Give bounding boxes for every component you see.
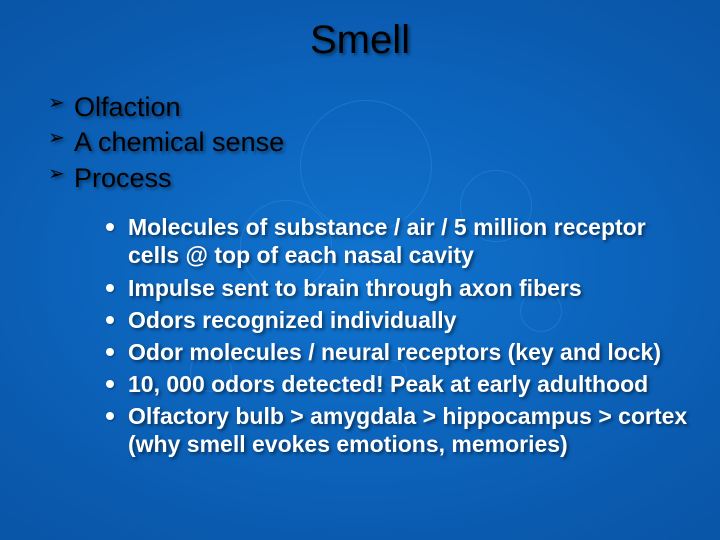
level2-item: Olfactory bulb > amygdala > hippocampus … [106,402,690,458]
level1-item: Olfaction [48,91,690,124]
slide-container: Smell Olfaction A chemical sense Process… [0,0,720,540]
level2-item: Odor molecules / neural receptors (key a… [106,338,690,366]
level1-list: Olfaction A chemical sense Process [30,91,690,195]
level2-item: Odors recognized individually [106,306,690,334]
level2-list: Molecules of substance / air / 5 million… [30,213,690,457]
level1-item: A chemical sense [48,126,690,159]
level1-item: Process [48,162,690,195]
level2-item: 10, 000 odors detected! Peak at early ad… [106,370,690,398]
level2-item: Molecules of substance / air / 5 million… [106,213,690,269]
slide-title: Smell [30,18,690,63]
level2-item: Impulse sent to brain through axon fiber… [106,274,690,302]
